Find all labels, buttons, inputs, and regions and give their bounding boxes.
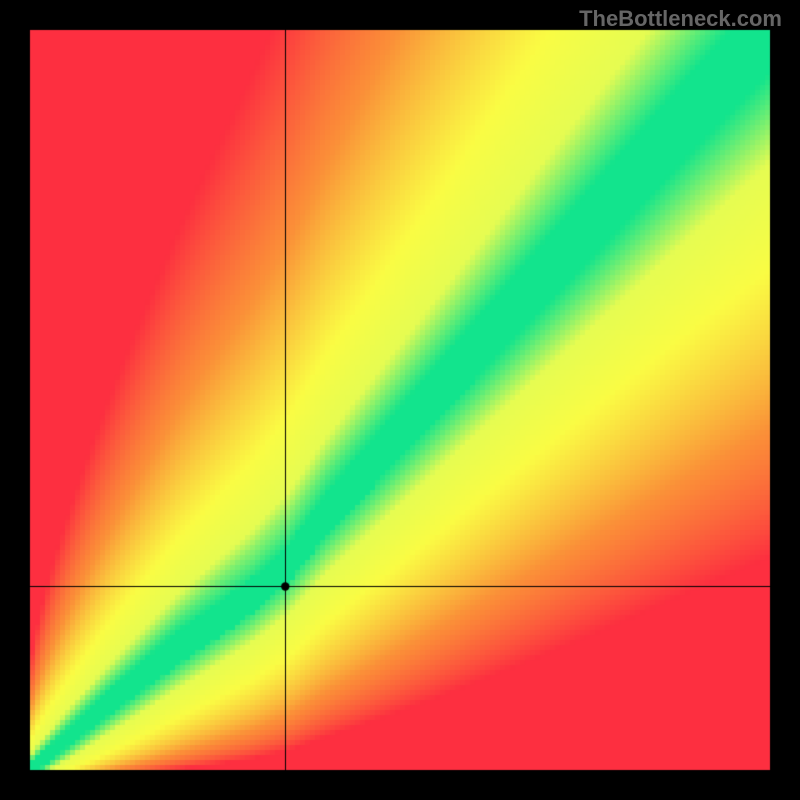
heatmap-canvas — [0, 0, 800, 800]
chart-container: TheBottleneck.com — [0, 0, 800, 800]
watermark-text: TheBottleneck.com — [579, 6, 782, 32]
